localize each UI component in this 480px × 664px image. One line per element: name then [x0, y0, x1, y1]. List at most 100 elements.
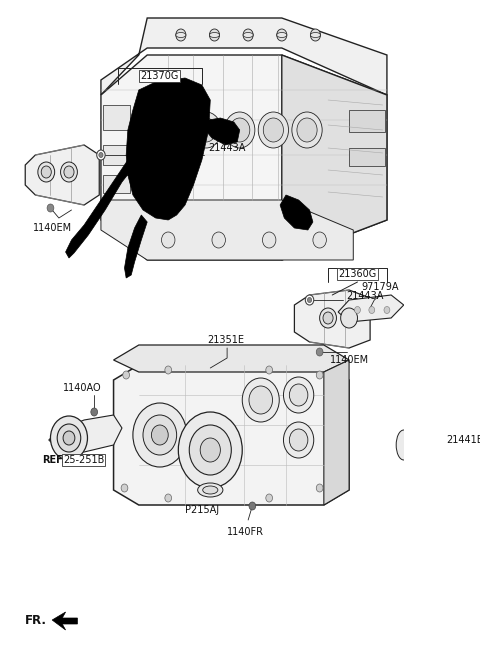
Text: 21360G: 21360G	[338, 269, 377, 279]
Circle shape	[161, 232, 175, 248]
Circle shape	[284, 377, 314, 413]
Polygon shape	[124, 215, 147, 278]
Circle shape	[63, 431, 75, 445]
Circle shape	[212, 232, 226, 248]
Circle shape	[121, 484, 128, 492]
Circle shape	[311, 29, 321, 41]
Circle shape	[191, 112, 221, 148]
Text: 1140EM: 1140EM	[33, 223, 72, 233]
Circle shape	[284, 422, 314, 458]
Circle shape	[64, 166, 74, 178]
Polygon shape	[103, 175, 131, 193]
Polygon shape	[101, 55, 387, 260]
Text: 21441B: 21441B	[446, 435, 480, 445]
Ellipse shape	[243, 33, 253, 37]
Polygon shape	[114, 345, 349, 372]
Text: P215AJ: P215AJ	[185, 505, 219, 515]
Circle shape	[200, 438, 220, 462]
Polygon shape	[338, 295, 404, 322]
Circle shape	[369, 307, 375, 313]
Circle shape	[289, 429, 308, 451]
Circle shape	[38, 162, 55, 182]
Circle shape	[60, 162, 77, 182]
Circle shape	[323, 312, 333, 324]
Polygon shape	[294, 290, 370, 348]
Circle shape	[123, 371, 130, 379]
Text: FR.: FR.	[25, 614, 47, 627]
Ellipse shape	[311, 33, 321, 37]
Polygon shape	[49, 415, 122, 452]
Circle shape	[133, 403, 187, 467]
Circle shape	[341, 308, 358, 328]
Circle shape	[277, 29, 287, 41]
Circle shape	[229, 118, 250, 142]
Circle shape	[143, 415, 177, 455]
Circle shape	[225, 112, 255, 148]
Circle shape	[157, 112, 188, 148]
Circle shape	[384, 307, 390, 313]
Circle shape	[266, 494, 273, 502]
Text: 1140FR: 1140FR	[227, 527, 264, 537]
Circle shape	[151, 425, 168, 445]
Text: REF.: REF.	[42, 455, 65, 465]
Circle shape	[99, 153, 103, 157]
Text: 21443A: 21443A	[209, 143, 246, 153]
Polygon shape	[52, 612, 77, 630]
Circle shape	[316, 484, 323, 492]
Circle shape	[316, 348, 323, 356]
Polygon shape	[349, 110, 385, 132]
Circle shape	[258, 112, 288, 148]
Circle shape	[313, 232, 326, 248]
Polygon shape	[205, 118, 240, 145]
Circle shape	[162, 118, 182, 142]
Polygon shape	[101, 200, 353, 260]
Circle shape	[243, 29, 253, 41]
Circle shape	[196, 118, 216, 142]
Ellipse shape	[209, 33, 219, 37]
Circle shape	[305, 295, 314, 305]
Circle shape	[307, 297, 312, 303]
Text: 21370G: 21370G	[141, 71, 179, 81]
Polygon shape	[114, 365, 349, 505]
Ellipse shape	[176, 33, 186, 37]
Circle shape	[266, 366, 273, 374]
Text: 21443A: 21443A	[347, 291, 384, 301]
Circle shape	[209, 29, 219, 41]
Polygon shape	[101, 18, 387, 95]
Ellipse shape	[396, 430, 411, 460]
Circle shape	[320, 308, 336, 328]
Circle shape	[263, 118, 284, 142]
Circle shape	[97, 150, 105, 160]
Text: 97179A: 97179A	[361, 282, 399, 292]
Polygon shape	[25, 145, 99, 205]
Circle shape	[179, 412, 242, 488]
Circle shape	[47, 204, 54, 212]
Circle shape	[41, 166, 51, 178]
Text: 25-251B: 25-251B	[63, 455, 105, 465]
Circle shape	[176, 29, 186, 41]
Polygon shape	[324, 360, 349, 505]
Circle shape	[165, 494, 171, 502]
Circle shape	[263, 232, 276, 248]
Polygon shape	[126, 78, 210, 220]
Text: 1140AO: 1140AO	[63, 383, 102, 393]
Circle shape	[297, 118, 317, 142]
Circle shape	[289, 384, 308, 406]
Polygon shape	[66, 160, 133, 258]
Text: 21351E: 21351E	[207, 335, 244, 345]
Circle shape	[316, 371, 323, 379]
Circle shape	[249, 502, 256, 510]
Circle shape	[91, 408, 97, 416]
Polygon shape	[103, 105, 131, 130]
Circle shape	[292, 112, 322, 148]
Ellipse shape	[198, 483, 223, 497]
Circle shape	[165, 366, 171, 374]
Ellipse shape	[203, 486, 218, 494]
Circle shape	[50, 416, 87, 460]
Circle shape	[189, 425, 231, 475]
Polygon shape	[103, 145, 131, 165]
Polygon shape	[280, 195, 313, 230]
Circle shape	[249, 386, 273, 414]
Circle shape	[57, 424, 81, 452]
Ellipse shape	[277, 33, 287, 37]
